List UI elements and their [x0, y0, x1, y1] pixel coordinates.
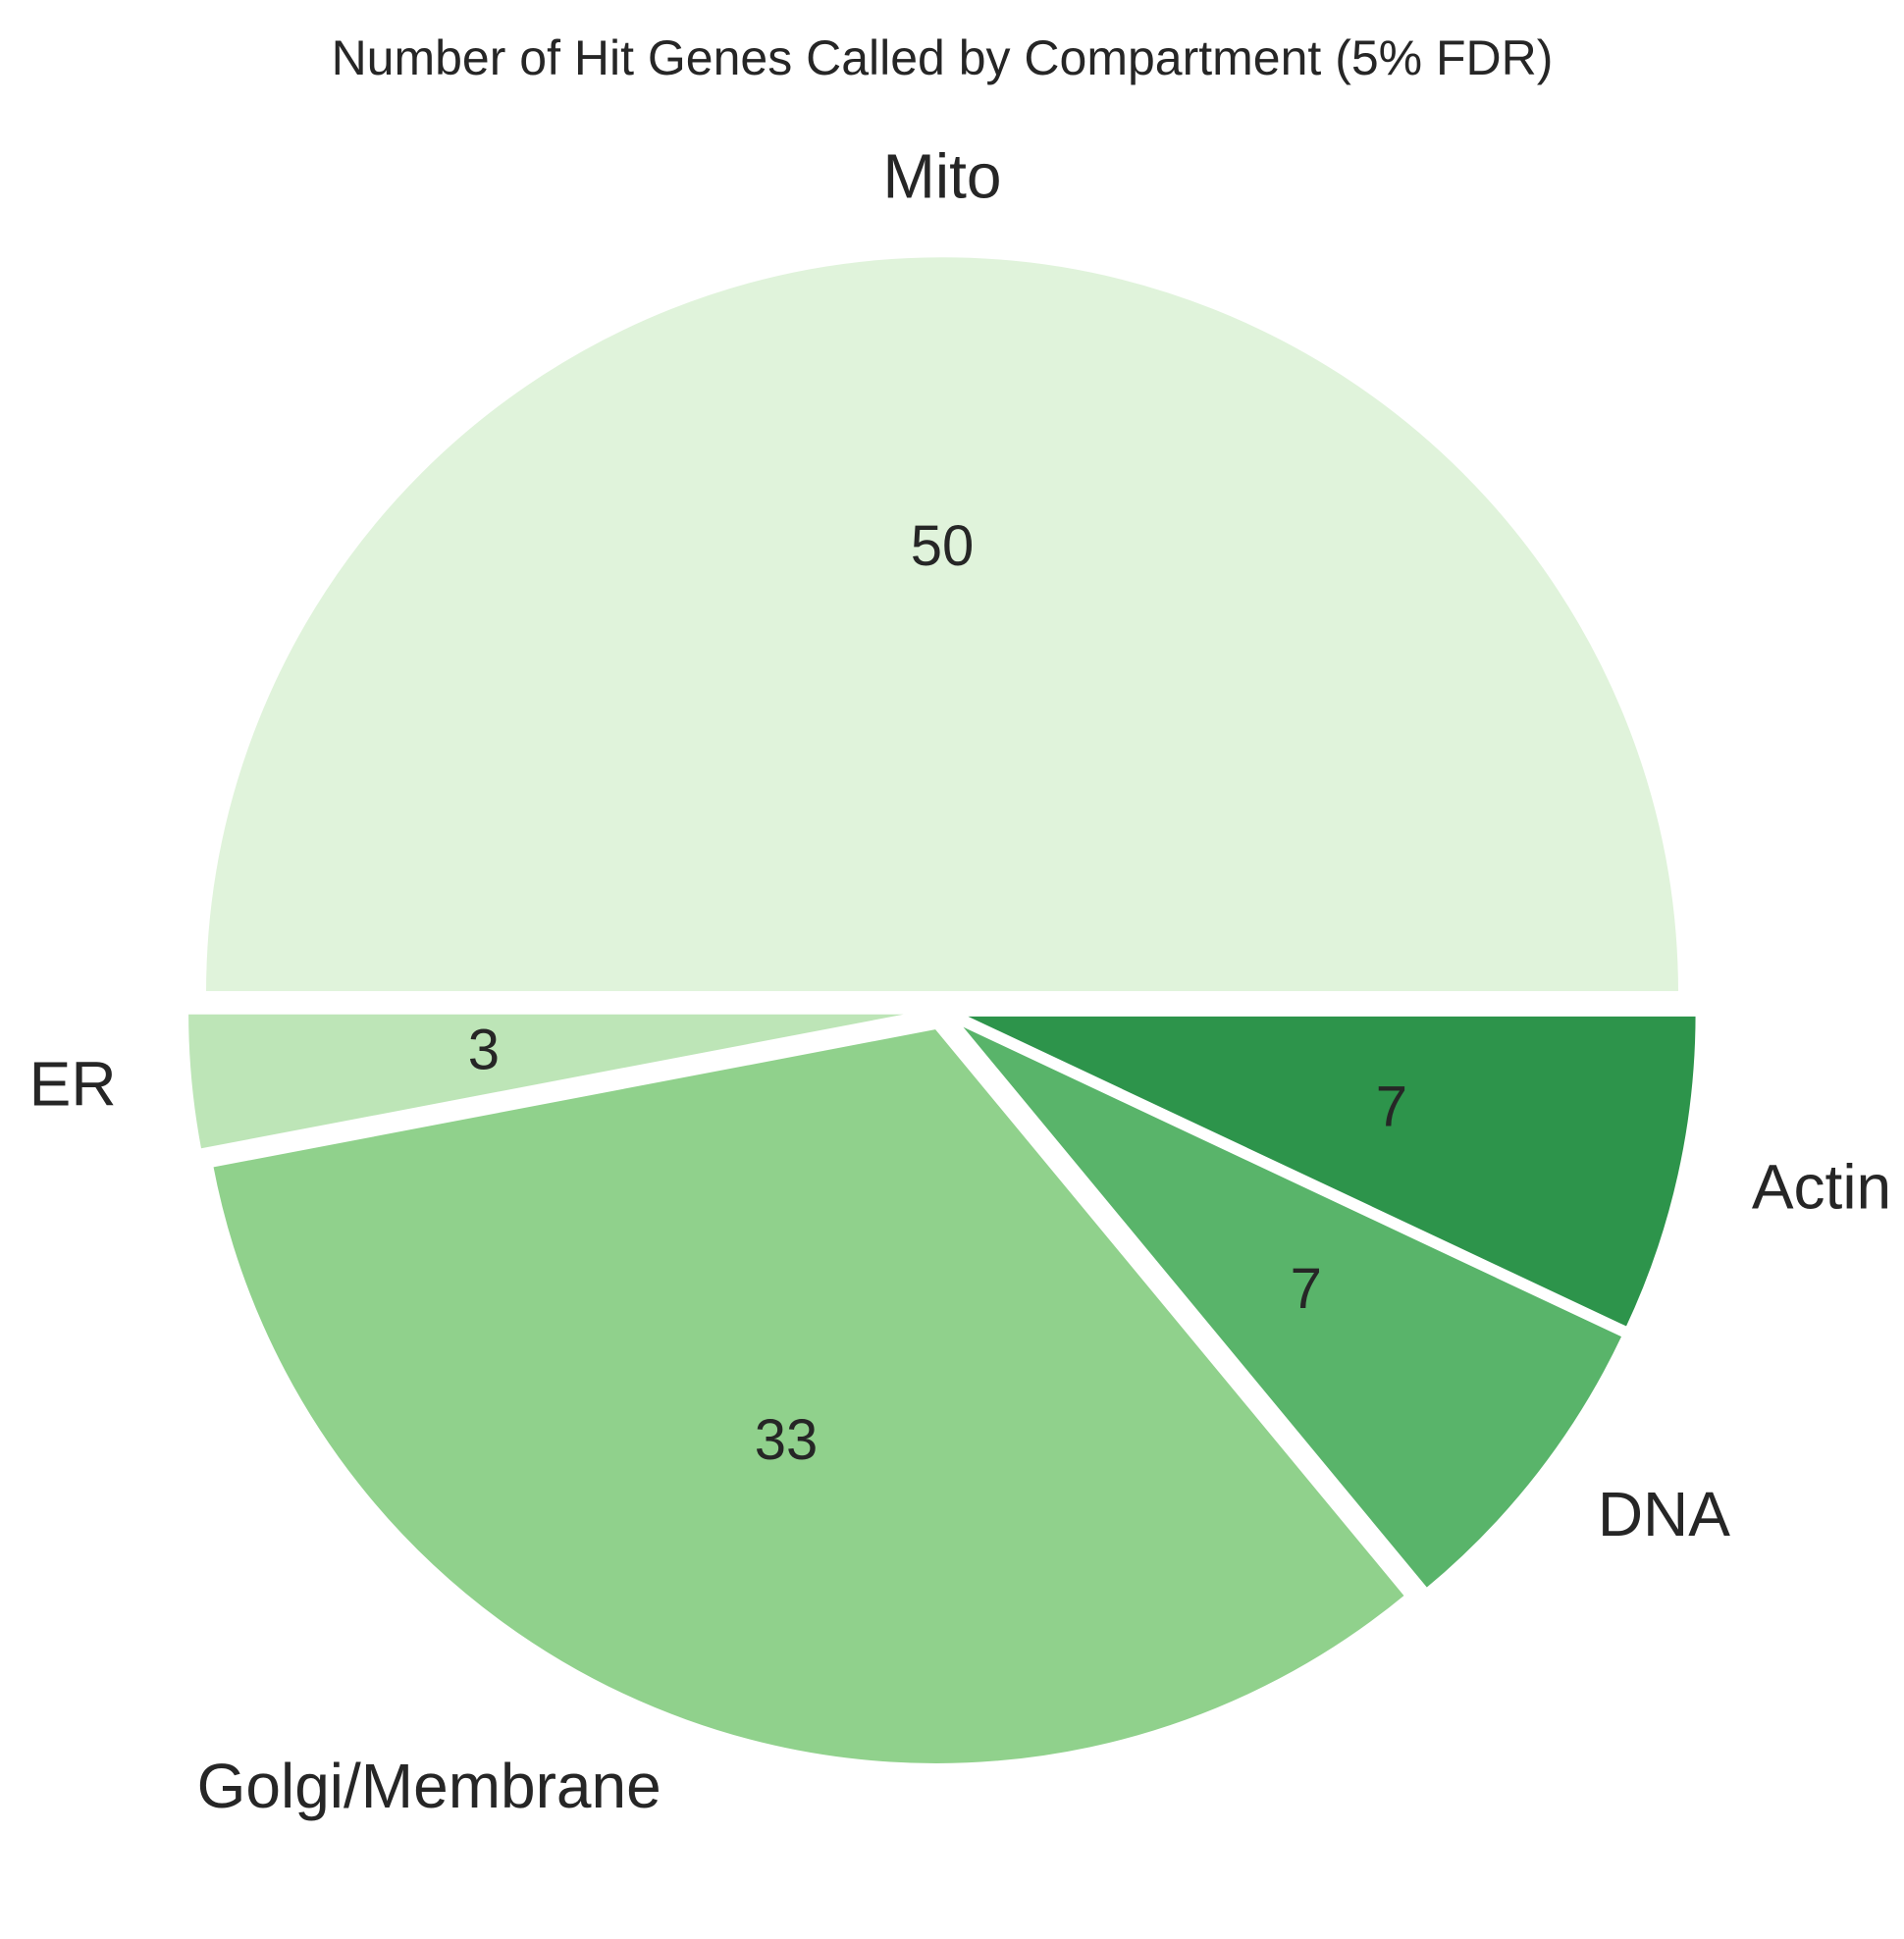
slice-value-mito: 50 — [911, 514, 975, 578]
slice-label-golgi-membrane: Golgi/Membrane — [197, 1751, 661, 1821]
slice-value-golgi-membrane: 33 — [755, 1408, 819, 1472]
pie-labels: Mito ER Golgi/Membrane DNA Actin — [29, 141, 1891, 1821]
slice-label-er: ER — [29, 1048, 117, 1119]
chart-title: Number of Hit Genes Called by Compartmen… — [332, 30, 1554, 85]
pie-slice-golgi-membrane — [208, 1024, 1410, 1767]
pie-slices — [185, 253, 1700, 1767]
slice-label-actin: Actin — [1752, 1151, 1891, 1222]
slice-label-dna: DNA — [1598, 1479, 1730, 1549]
pie-slice-dna — [954, 1020, 1627, 1594]
pie-slice-mito — [201, 253, 1683, 995]
pie-slice-er — [185, 1010, 926, 1153]
slice-value-actin: 7 — [1376, 1075, 1407, 1139]
slice-label-mito: Mito — [883, 141, 1002, 212]
slice-value-er: 3 — [468, 1018, 500, 1081]
slice-value-dna: 7 — [1291, 1257, 1322, 1321]
pie-slice-actin — [958, 1012, 1700, 1332]
